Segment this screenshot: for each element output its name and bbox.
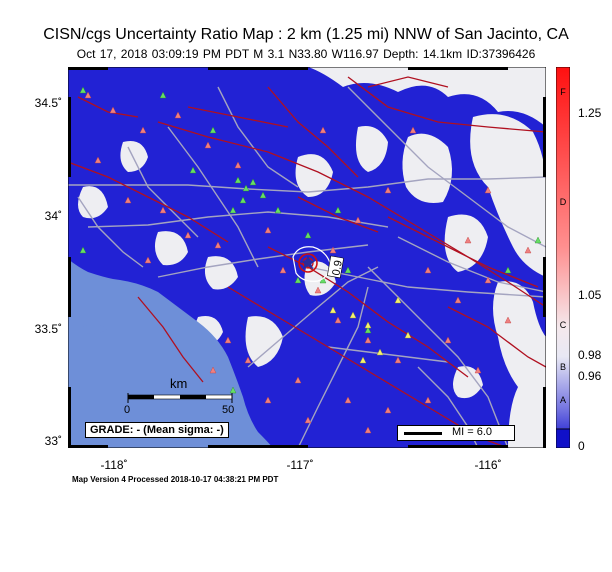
contour-label bbox=[327, 255, 344, 279]
mi-legend-text: MI = 6.0 bbox=[452, 426, 493, 438]
mi-legend: MI = 6.0 bbox=[397, 425, 515, 441]
lat-label-34-5: 34.5˚ bbox=[34, 96, 62, 110]
lon-label-116: -116˚ bbox=[474, 458, 502, 472]
grade-label: GRADE: - (Mean sigma: -) bbox=[85, 422, 229, 438]
road-network bbox=[68, 86, 546, 448]
scale-bar bbox=[127, 393, 233, 403]
grade-d: D bbox=[559, 197, 567, 207]
scale-start: 0 bbox=[124, 404, 131, 416]
map-frame bbox=[68, 67, 546, 448]
grade-f: F bbox=[560, 87, 566, 97]
processed-footer: Map Version 4 Processed 2018-10-17 04:38… bbox=[72, 475, 279, 484]
lon-label-117: -117˚ bbox=[286, 458, 314, 472]
lat-label-34: 34˚ bbox=[44, 209, 62, 223]
grade-c: C bbox=[559, 320, 567, 330]
colorbar-value-1-05: 1.05 bbox=[578, 288, 602, 302]
station-markers-green bbox=[79, 86, 542, 394]
scale-end: 50 bbox=[222, 404, 235, 416]
mi-legend-bar bbox=[404, 432, 442, 435]
low-uncertainty-areas bbox=[78, 67, 546, 448]
lat-label-33: 33˚ bbox=[44, 434, 62, 448]
fault-lines bbox=[68, 76, 546, 448]
station-markers-yellow bbox=[329, 296, 412, 364]
station-markers-red bbox=[84, 91, 532, 434]
event-details: Oct 17, 2018 03:09:19 PM PDT M 3.1 N33.8… bbox=[76, 47, 536, 61]
colorbar bbox=[555, 66, 571, 449]
map-title: CISN/cgs Uncertainty Ratio Map : 2 km (1… bbox=[43, 26, 569, 43]
grade-b: B bbox=[559, 362, 566, 372]
lat-label-33-5: 33.5˚ bbox=[34, 322, 62, 336]
colorbar-value-0: 0 bbox=[578, 439, 585, 453]
colorbar-value-0-98: 0.98 bbox=[578, 348, 602, 362]
island bbox=[83, 324, 108, 334]
scale-unit: km bbox=[170, 376, 188, 391]
grade-a: A bbox=[559, 395, 566, 405]
lon-label-118: -118˚ bbox=[100, 458, 128, 472]
epicenter bbox=[292, 246, 331, 282]
ocean bbox=[68, 259, 273, 448]
colorbar-value-1-25: 1.25 bbox=[578, 106, 602, 120]
uncertainty-map bbox=[68, 67, 546, 448]
colorbar-value-0-96: 0.96 bbox=[578, 369, 602, 383]
